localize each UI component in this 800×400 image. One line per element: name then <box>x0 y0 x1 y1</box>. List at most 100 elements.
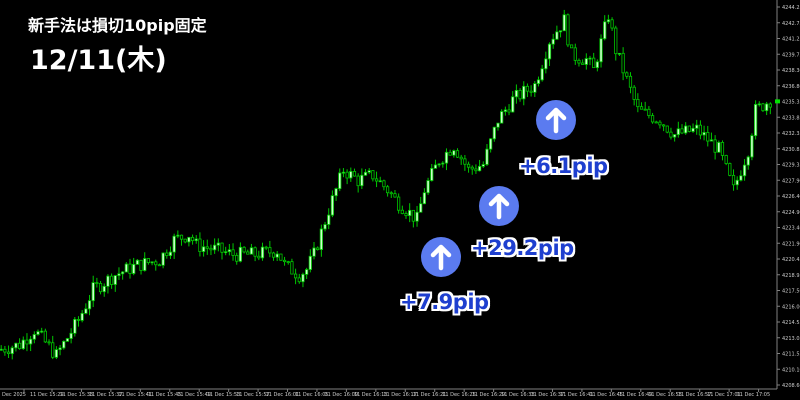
bull-candle <box>73 318 77 334</box>
bull-candle <box>536 79 541 84</box>
pip-gain-label: +7.9pip <box>400 290 489 314</box>
bull-candle <box>378 180 382 183</box>
x-tick-label: 11 Dec 16:17 <box>383 392 417 398</box>
bull-candle <box>765 103 769 112</box>
bear-candle <box>110 275 114 285</box>
bull-candle <box>757 103 761 106</box>
y-tick-label: 4217.50 <box>782 289 800 295</box>
y-tick-label: 4220.45 <box>782 257 800 263</box>
bear-candle <box>157 264 162 267</box>
bull-candle <box>430 167 434 181</box>
bull-candle <box>422 192 427 205</box>
bull-candle <box>143 258 147 271</box>
y-tick-label: 4227.90 <box>782 178 800 184</box>
bear-candle <box>51 342 55 358</box>
bull-candle <box>213 244 217 251</box>
x-tick-label: 11 Dec 16:49 <box>619 392 653 398</box>
bear-candle <box>728 163 732 176</box>
bull-candle <box>595 61 599 69</box>
bull-candle <box>224 251 228 254</box>
bear-candle <box>352 171 357 177</box>
bull-candle <box>32 334 36 340</box>
bull-candle <box>301 273 305 283</box>
bull-candle <box>588 57 592 60</box>
bull-candle <box>106 275 110 287</box>
y-tick-label: 4221.90 <box>782 241 800 247</box>
bull-candle <box>150 261 154 264</box>
bull-candle <box>444 151 449 164</box>
bear-candle <box>43 330 47 343</box>
bull-candle <box>91 282 95 302</box>
y-tick-label: 4239.75 <box>782 52 800 58</box>
bull-candle <box>617 52 622 55</box>
bull-candle <box>117 273 121 277</box>
bull-candle <box>327 214 331 225</box>
bull-candle <box>121 271 125 275</box>
bull-candle <box>113 275 117 285</box>
bear-candle <box>6 351 11 355</box>
bull-candle <box>308 255 312 270</box>
bear-candle <box>768 103 772 108</box>
bear-candle <box>577 59 581 64</box>
bear-candle <box>253 247 257 257</box>
bear-candle <box>448 151 452 156</box>
bull-candle <box>562 14 566 32</box>
bear-candle <box>220 242 224 253</box>
bear-candle <box>382 180 386 188</box>
x-tick-label: 11 Dec 15:33 <box>59 392 93 398</box>
bear-candle <box>720 142 725 156</box>
bear-candle <box>713 139 717 153</box>
bull-candle <box>441 162 445 165</box>
bull-candle <box>522 85 526 100</box>
bear-candle <box>573 47 577 61</box>
bear-candle <box>139 259 143 271</box>
bear-candle <box>566 14 570 46</box>
bear-candle <box>286 261 290 263</box>
bull-candle <box>334 188 338 197</box>
bull-candle <box>452 150 456 156</box>
bear-candle <box>636 98 640 108</box>
bear-candle <box>404 213 408 217</box>
y-tick-label: 4226.40 <box>782 194 800 200</box>
bull-candle <box>275 253 279 258</box>
bull-candle <box>14 342 18 349</box>
bull-candle <box>80 312 84 321</box>
bull-candle <box>323 224 327 230</box>
bull-candle <box>584 58 588 65</box>
bear-candle <box>610 19 614 29</box>
bull-candle <box>606 19 611 23</box>
bull-candle <box>172 235 176 253</box>
bull-candle <box>676 128 680 136</box>
x-tick-label: 11 Dec 16:53 <box>648 392 682 398</box>
bull-candle <box>511 96 515 113</box>
bear-candle <box>639 106 644 110</box>
bull-candle <box>419 203 423 213</box>
y-tick-label: 4208.60 <box>782 383 800 389</box>
bear-candle <box>463 158 467 165</box>
bear-candle <box>389 192 393 195</box>
y-tick-label: 4223.40 <box>782 226 800 232</box>
bear-candle <box>297 277 301 283</box>
bear-candle <box>455 150 460 158</box>
bull-candle <box>544 58 548 70</box>
bear-candle <box>761 103 765 112</box>
bull-candle <box>367 170 371 173</box>
x-tick-label: 11 Dec 15:53 <box>207 392 241 398</box>
page-title: 新手法は損切10pip固定 <box>28 16 207 35</box>
bull-candle <box>330 195 335 216</box>
arrow-up-icon <box>421 237 461 277</box>
bull-candle <box>437 163 441 166</box>
bear-candle <box>76 318 81 321</box>
bull-candle <box>62 340 66 349</box>
x-tick-label: 11 Dec 15:37 <box>89 392 123 398</box>
bull-candle <box>742 164 747 177</box>
bull-candle <box>360 174 364 187</box>
bull-candle <box>485 148 489 165</box>
bear-candle <box>474 168 478 172</box>
bull-candle <box>496 122 500 128</box>
bull-candle <box>194 238 198 242</box>
bull-candle <box>477 165 482 172</box>
bear-candle <box>698 124 703 136</box>
bear-candle <box>231 249 235 256</box>
y-tick-label: 4216.00 <box>782 304 800 310</box>
